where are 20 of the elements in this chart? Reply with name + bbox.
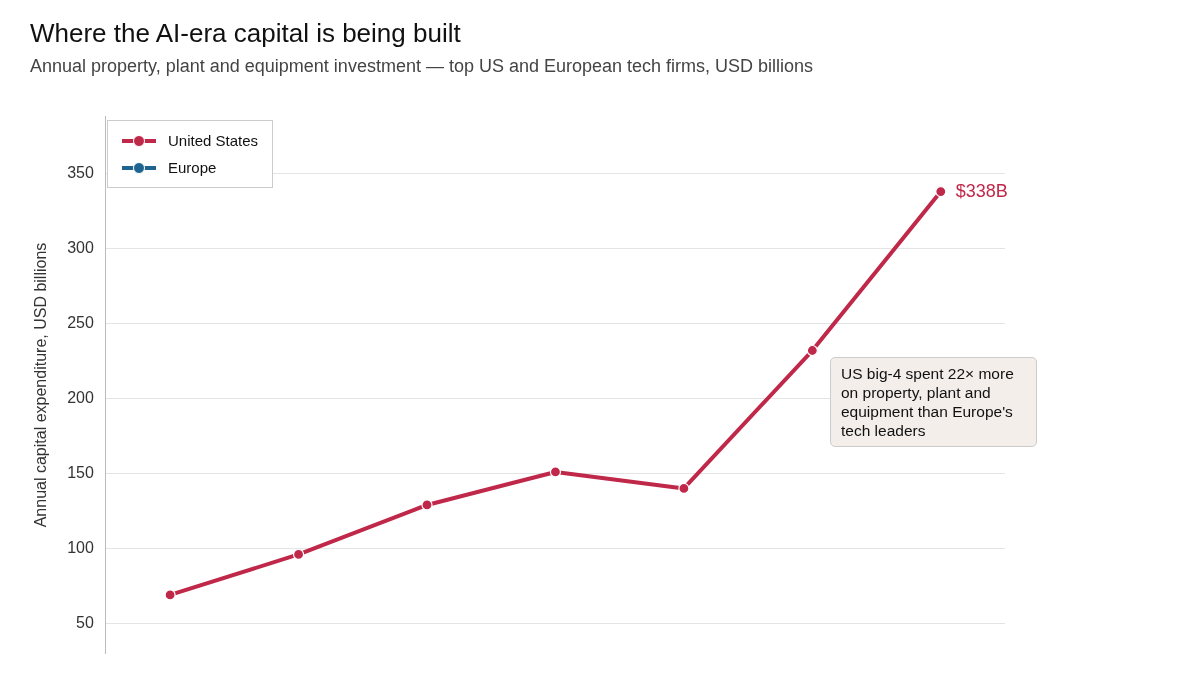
y-tick-label: 50 (76, 613, 94, 631)
y-tick-label: 200 (67, 388, 94, 406)
y-tick-label: 150 (67, 463, 94, 481)
y-tick-label: 350 (67, 163, 94, 181)
point (292, 548, 305, 561)
point (806, 344, 818, 357)
point (164, 589, 176, 601)
point (935, 185, 947, 198)
chart-subtitle: Annual property, plant and equipment investment — top US and European tech firms, USD billions (30, 56, 814, 77)
chart-title: Where the AI-era capital is being built (30, 18, 461, 49)
annotation: $338B (955, 180, 1008, 201)
legend-label: Europe (168, 159, 217, 176)
y-axis-title: Annual capital expenditure, USD billions (32, 242, 50, 528)
point (549, 466, 562, 478)
point (421, 499, 433, 511)
y-tick-label: 300 (67, 238, 94, 256)
legend-label: United States (168, 132, 259, 149)
y-tick-label: 100 (67, 538, 94, 556)
annotation: US big-4 spent 22× more on property, plant and equipment than Europe's tech leaders (830, 357, 1037, 447)
y-tick-label: 250 (67, 313, 94, 331)
